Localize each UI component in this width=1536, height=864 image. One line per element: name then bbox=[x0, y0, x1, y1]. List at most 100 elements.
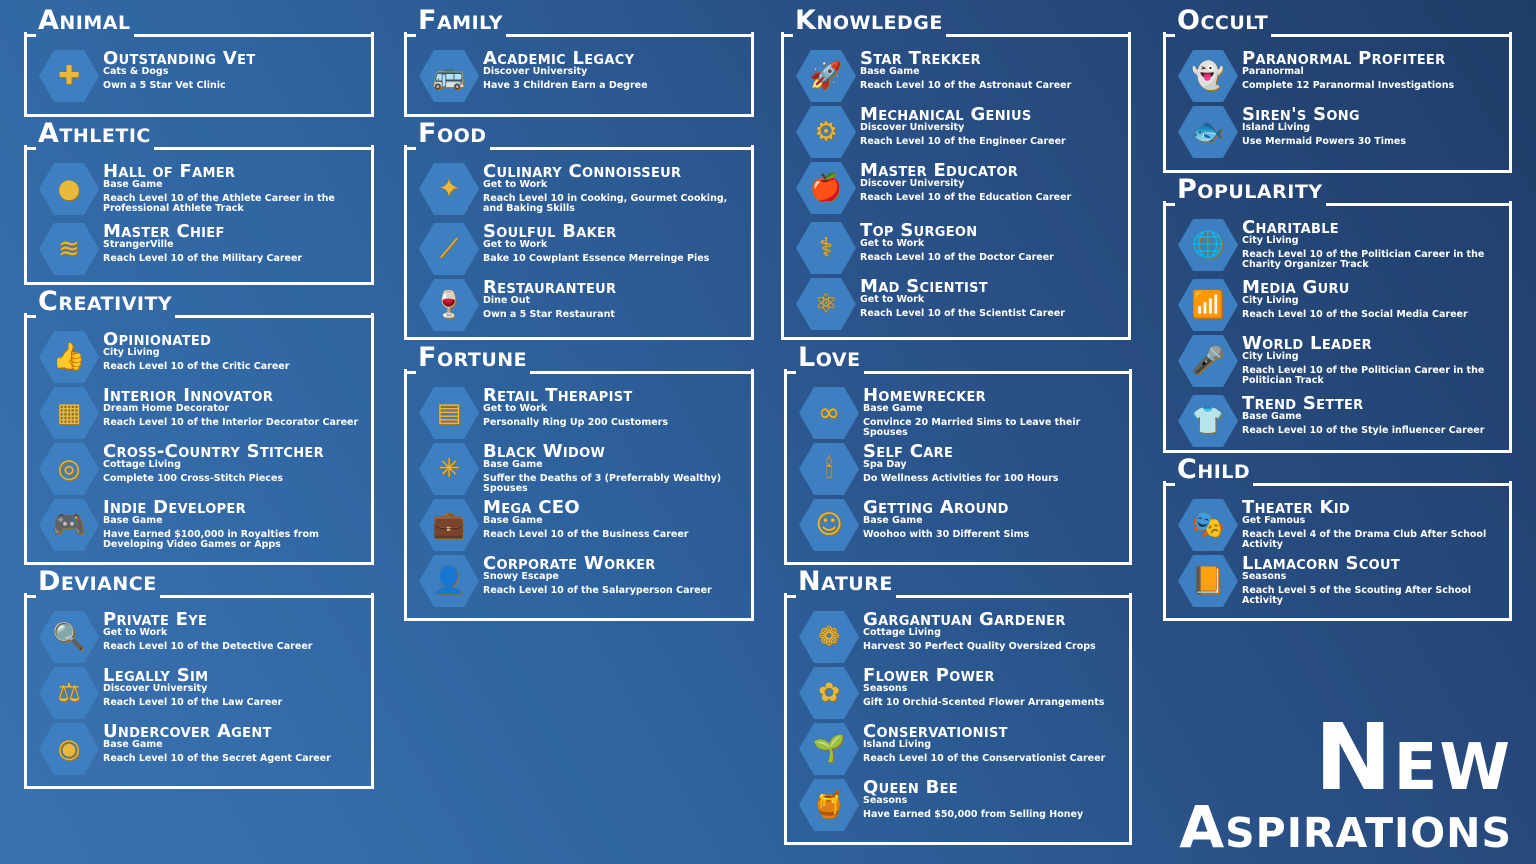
aspiration-pack: Snowy Escape bbox=[483, 571, 559, 582]
aspiration-name: Hall of Famer bbox=[103, 161, 236, 182]
aspiration-goal: Reach Level 10 of the Business Career bbox=[483, 529, 689, 540]
aspiration-pack: Discover University bbox=[103, 683, 208, 694]
category-food: Food ✦ Culinary Connoisseur Get to Work … bbox=[404, 120, 755, 340]
caduceus-icon: ⚕ bbox=[796, 222, 856, 274]
category-title: Family bbox=[418, 5, 504, 36]
aspiration-name: Trend Setter bbox=[1242, 393, 1364, 414]
aspiration-pack: Get to Work bbox=[103, 627, 168, 638]
aspiration-pack: Seasons bbox=[1242, 571, 1287, 582]
aspiration-pack: Base Game bbox=[483, 459, 543, 470]
category-header: Love bbox=[784, 344, 1133, 389]
category-title: Knowledge bbox=[795, 5, 943, 36]
space-shuttle-icon: 🚀 bbox=[796, 50, 856, 102]
embroidery-hoop-icon: ◎ bbox=[39, 443, 99, 495]
aspiration-pack: City Living bbox=[103, 347, 160, 358]
aspiration-pack: Get to Work bbox=[483, 239, 548, 250]
aspiration-pack: Get to Work bbox=[483, 403, 548, 414]
frame-corner bbox=[781, 34, 793, 52]
aspiration-name: Undercover Agent bbox=[103, 721, 272, 742]
aspiration-legally-sim: ⚖ Legally Sim Discover University Reach … bbox=[39, 665, 365, 721]
aspiration-pack: City Living bbox=[1242, 235, 1299, 246]
aspiration-name: Indie Developer bbox=[103, 497, 246, 518]
aspiration-hall-of-famer: ● Hall of Famer Base Game Reach Level 10… bbox=[39, 161, 365, 221]
aspiration-name: Soulful Baker bbox=[483, 221, 617, 242]
category-creativity: Creativity 👍 Opinionated City Living Rea… bbox=[24, 288, 374, 565]
aspiration-pack: Seasons bbox=[863, 795, 908, 806]
aspiration-goal: Do Wellness Activities for 100 Hours bbox=[863, 473, 1059, 484]
military-chevron-icon: ≋ bbox=[39, 223, 99, 275]
aspiration-goal: Reach Level 5 of the Scouting After Scho… bbox=[1242, 585, 1471, 606]
aspiration-pack: Island Living bbox=[1242, 122, 1311, 133]
category-header: Athletic bbox=[24, 120, 375, 165]
category-header: Child bbox=[1163, 456, 1512, 501]
aspiration-name: Restauranteur bbox=[483, 277, 617, 298]
aspiration-retail-therapist: ▤ Retail Therapist Get to Work Personall… bbox=[419, 385, 745, 441]
category-love: Love ∞ Homewrecker Base Game Convince 20… bbox=[784, 344, 1133, 565]
frame-corner bbox=[784, 595, 796, 613]
globe-hands-icon: 🌐 bbox=[1178, 219, 1238, 271]
honey-jar-icon: 🍯 bbox=[799, 779, 859, 831]
atom-icon: ⚛ bbox=[796, 278, 856, 330]
aspiration-goal: Reach Level 10 of the Conservationist Ca… bbox=[863, 753, 1106, 764]
category-athletic: Athletic ● Hall of Famer Base Game Reach… bbox=[24, 120, 375, 285]
category-animal: Animal ✚ Outstanding Vet Cats & Dogs Own… bbox=[24, 7, 375, 117]
aspiration-black-widow: ✳ Black Widow Base Game Suffer the Death… bbox=[419, 441, 745, 497]
aspiration-goal: Reach Level 10 of the Style influencer C… bbox=[1242, 425, 1485, 436]
aspiration-llamacorn-scout: 📙 Llamacorn Scout Seasons Reach Level 5 … bbox=[1178, 553, 1503, 609]
aspiration-mechanical-genius: ⚙ Mechanical Genius Discover University … bbox=[796, 104, 1122, 160]
restaurant-sign-icon: 🍷 bbox=[419, 279, 479, 331]
aspiration-name: Retail Therapist bbox=[483, 385, 633, 406]
aspiration-goal: Reach Level 10 in Cooking, Gourmet Cooki… bbox=[483, 193, 728, 214]
aspiration-master-chief: ≋ Master Chief StrangerVille Reach Level… bbox=[39, 221, 365, 277]
frame-line bbox=[1253, 483, 1512, 495]
aspiration-pack: Dine Out bbox=[483, 295, 531, 306]
aspiration-goal: Harvest 30 Perfect Quality Oversized Cro… bbox=[863, 641, 1096, 652]
gamepad-icon: 🎮 bbox=[39, 499, 99, 551]
aspiration-paranormal-profiteer: 👻 Paranormal Profiteer Paranormal Comple… bbox=[1178, 48, 1503, 104]
category-knowledge: Knowledge 🚀 Star Trekker Base Game Reach… bbox=[781, 7, 1132, 340]
aspiration-goal: Reach Level 10 of the Athlete Career in … bbox=[103, 193, 335, 214]
category-title: Fortune bbox=[418, 342, 528, 373]
aspiration-goal: Personally Ring Up 200 Customers bbox=[483, 417, 668, 428]
aspiration-name: Conservationist bbox=[863, 721, 1008, 742]
aspiration-name: Charitable bbox=[1242, 217, 1339, 238]
category-header: Family bbox=[404, 7, 754, 52]
aspiration-goal: Reach Level 10 of the Secret Agent Caree… bbox=[103, 753, 331, 764]
category-title: Deviance bbox=[38, 566, 157, 597]
aspiration-goal: Reach Level 10 of the Doctor Career bbox=[860, 252, 1054, 263]
frame-corner bbox=[404, 147, 416, 165]
aspiration-goal: Reach Level 10 of the Detective Career bbox=[103, 641, 313, 652]
aspiration-conservationist: 🌱 Conservationist Island Living Reach Le… bbox=[799, 721, 1123, 777]
vet-cross-icon: ✚ bbox=[39, 50, 99, 102]
giant-crop-icon: ❁ bbox=[799, 611, 859, 663]
aspiration-goal: Own a 5 Star Vet Clinic bbox=[103, 80, 226, 91]
aspiration-name: Mad Scientist bbox=[860, 276, 988, 297]
aspiration-pack: Cats & Dogs bbox=[103, 66, 169, 77]
aspiration-name: Master Chief bbox=[103, 221, 225, 242]
category-title: Child bbox=[1177, 454, 1251, 485]
aspiration-goal: Reach Level 10 of the Scientist Career bbox=[860, 308, 1065, 319]
scales-icon: ⚖ bbox=[39, 667, 99, 719]
aspiration-goal: Convince 20 Married Sims to Leave their … bbox=[863, 417, 1081, 438]
aspiration-culinary-connoisseur: ✦ Culinary Connoisseur Get to Work Reach… bbox=[419, 161, 745, 221]
aspiration-pack: Get to Work bbox=[860, 238, 925, 249]
aspiration-name: Top Surgeon bbox=[860, 220, 978, 241]
category-fortune: Fortune ▤ Retail Therapist Get to Work P… bbox=[404, 344, 754, 621]
aspiration-name: Self Care bbox=[863, 441, 954, 462]
aspiration-name: Media Guru bbox=[1242, 277, 1350, 298]
aspiration-pack: Get to Work bbox=[483, 179, 548, 190]
aspiration-homewrecker: ∞ Homewrecker Base Game Convince 20 Marr… bbox=[799, 385, 1123, 441]
category-header: Creativity bbox=[24, 288, 374, 333]
category-title: Occult bbox=[1177, 5, 1269, 36]
aspiration-queen-bee: 🍯 Queen Bee Seasons Have Earned $50,000 … bbox=[799, 777, 1123, 833]
aspiration-name: Homewrecker bbox=[863, 385, 986, 406]
aspiration-pack: Seasons bbox=[863, 683, 908, 694]
frame-line bbox=[159, 595, 375, 607]
category-header: Animal bbox=[24, 7, 375, 52]
category-nature: Nature ❁ Gargantuan Gardener Cottage Liv… bbox=[784, 568, 1133, 845]
aspiration-goal: Gift 10 Orchid-Scented Flower Arrangemen… bbox=[863, 697, 1105, 708]
page-title-line2: Aspirations bbox=[1179, 793, 1512, 861]
podium-icon: 🎤 bbox=[1178, 335, 1238, 387]
aspiration-name: Interior Innovator bbox=[103, 385, 274, 406]
aspiration-name: Mega CEO bbox=[483, 497, 580, 518]
